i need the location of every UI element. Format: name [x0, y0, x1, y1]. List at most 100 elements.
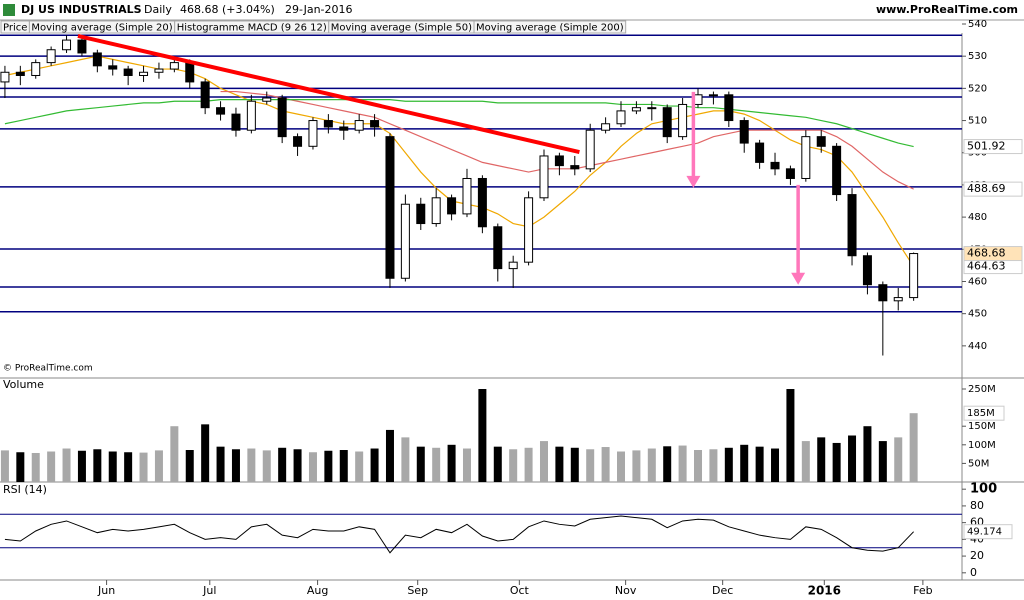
candle-body: [631, 107, 641, 112]
y-tick-label: 20: [970, 549, 984, 562]
candle-body: [400, 203, 410, 279]
candle-body: [570, 165, 580, 170]
volume-bar: [755, 446, 764, 482]
candle-body: [693, 94, 703, 105]
y-tick-label: 480: [968, 212, 987, 223]
volume-bar: [493, 446, 502, 482]
volume-bar: [462, 448, 471, 482]
volume-bar: [632, 450, 641, 482]
candle-body: [708, 94, 718, 97]
volume-bar: [878, 441, 887, 482]
volume-bar: [447, 444, 456, 482]
candle-body: [216, 107, 226, 115]
rsi-line: [4, 515, 914, 554]
candle-body: [262, 97, 272, 102]
volume-bar: [62, 448, 71, 482]
candle-body: [539, 155, 549, 199]
candle-body: [0, 71, 10, 83]
date: 29-Jan-2016: [285, 3, 353, 16]
volume-bar: [308, 452, 317, 482]
candle-body: [770, 161, 780, 170]
volume-bar: [863, 426, 872, 482]
candle-body: [77, 39, 87, 54]
y-tick-label: 0: [970, 566, 977, 579]
candle-body: [185, 62, 195, 83]
value-box-label: 488.69: [967, 182, 1006, 195]
x-tick-label: 2016: [808, 584, 841, 598]
candle-body: [724, 94, 734, 122]
candle-body: [370, 120, 380, 128]
value-box: [963, 524, 1013, 540]
candle-body: [524, 197, 534, 263]
candle-body: [339, 126, 349, 131]
candle-body: [832, 145, 842, 196]
volume-bar: [740, 444, 749, 482]
trendline: [77, 33, 580, 155]
volume-bar: [771, 448, 780, 482]
candle-body: [755, 142, 765, 163]
app-icon: [3, 4, 15, 16]
panel-title: RSI (14): [3, 483, 47, 496]
candle-body: [493, 226, 503, 270]
candle-body: [647, 107, 657, 110]
volume-bar: [524, 447, 533, 482]
volume-bar: [570, 447, 579, 482]
candle-body: [508, 261, 518, 270]
volume-bar: [31, 452, 40, 482]
candle-body: [662, 107, 672, 138]
value-box: [963, 139, 1023, 155]
value-box-label: 501.92: [967, 140, 1006, 153]
volume-bar: [293, 449, 302, 482]
arrow-head: [686, 175, 701, 188]
value-box: [963, 405, 1005, 421]
x-tick-label: Jul: [202, 584, 216, 597]
candle-body: [462, 177, 472, 215]
volume-bar: [355, 451, 364, 482]
volume-bar: [262, 450, 271, 482]
moving-average-line: [4, 99, 914, 148]
candle-body: [231, 113, 241, 131]
candle-body: [92, 52, 102, 67]
volume-bar: [385, 429, 394, 482]
candle-body: [801, 136, 811, 179]
candle-body: [385, 136, 395, 279]
moving-average-line: [4, 55, 915, 267]
candle-body: [293, 136, 303, 147]
tab-label: Moving average (Simple 20): [31, 23, 172, 34]
candle-body: [15, 71, 25, 76]
volume-bar: [432, 447, 441, 482]
volume-bar: [124, 452, 133, 482]
y-tick-label: 520: [968, 83, 987, 94]
candle-body: [246, 100, 256, 131]
value-box-label: 49.174: [967, 527, 1002, 538]
volume-bar: [108, 451, 117, 482]
volume-bar: [139, 452, 148, 482]
volume-bar: [509, 449, 518, 482]
volume-bar: [216, 446, 225, 482]
volume-bar: [370, 448, 379, 482]
volume-bar: [555, 446, 564, 482]
volume-bar: [817, 437, 826, 482]
tab: [473, 20, 627, 34]
volume-bar: [678, 445, 687, 482]
arrow-head: [791, 272, 806, 285]
value-box-label: 464.63: [967, 260, 1006, 273]
volume-bar: [478, 389, 487, 482]
candle-body: [431, 197, 441, 225]
candle-body: [678, 103, 688, 138]
candle-body: [416, 203, 426, 225]
candle-body: [585, 129, 595, 170]
volume-bar: [185, 450, 194, 482]
x-tick-label: Feb: [913, 584, 932, 597]
volume-bar: [47, 451, 56, 482]
volume-bar: [617, 451, 626, 482]
y-tick-label: 80: [970, 499, 984, 512]
volume-bar: [663, 446, 672, 482]
x-tick-label: Sep: [407, 584, 428, 597]
period: Daily: [144, 3, 172, 16]
x-tick-label: Jun: [97, 584, 115, 597]
volume-bar: [77, 450, 86, 482]
candle-body: [477, 177, 487, 228]
volume-bar: [154, 450, 163, 482]
tab-label: Price: [3, 23, 27, 34]
